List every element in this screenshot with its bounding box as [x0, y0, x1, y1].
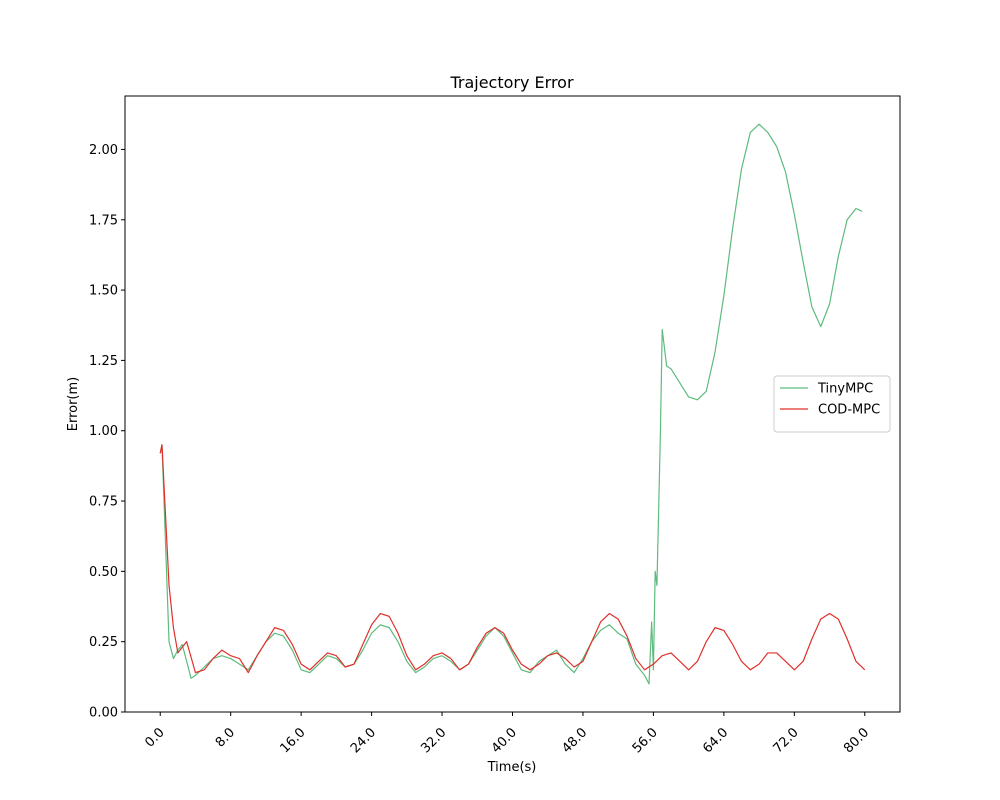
chart-title: Trajectory Error	[449, 73, 574, 92]
x-tick-label: 72.0	[771, 725, 802, 756]
y-tick-label: 0.00	[89, 706, 118, 721]
x-axis-label: Time(s)	[487, 760, 537, 775]
plot-frame	[124, 95, 901, 713]
x-tick-label: 80.0	[841, 725, 872, 756]
x-tick-label: 64.0	[700, 725, 731, 756]
y-tick-label: 1.25	[89, 354, 118, 369]
legend: TinyMPC COD-MPC	[773, 375, 891, 433]
y-tick-label: 0.25	[89, 635, 118, 650]
y-tick-label: 0.75	[89, 495, 118, 510]
y-tick-label: 0.50	[89, 565, 118, 580]
x-tick-label: 48.0	[559, 725, 590, 756]
x-tick-label: 40.0	[489, 725, 520, 756]
x-tick-label: 56.0	[630, 725, 661, 756]
series-line	[159, 444, 866, 674]
y-tick-label: 1.50	[89, 284, 118, 299]
legend-label: TinyMPC	[817, 382, 873, 397]
x-tick-label: 24.0	[348, 725, 379, 756]
y-axis-label: Error(m)	[66, 377, 81, 432]
y-tick-label: 1.75	[89, 213, 118, 228]
x-tick-label: 32.0	[418, 725, 449, 756]
series-line	[159, 123, 863, 685]
x-tick-label: 0.0	[142, 725, 167, 750]
x-tick-label: 8.0	[213, 725, 238, 750]
legend-label: COD-MPC	[818, 403, 880, 418]
x-tick-label: 16.0	[277, 725, 308, 756]
legend-frame	[773, 375, 891, 433]
y-tick-label: 1.00	[89, 424, 118, 439]
y-tick-label: 2.00	[89, 143, 118, 158]
